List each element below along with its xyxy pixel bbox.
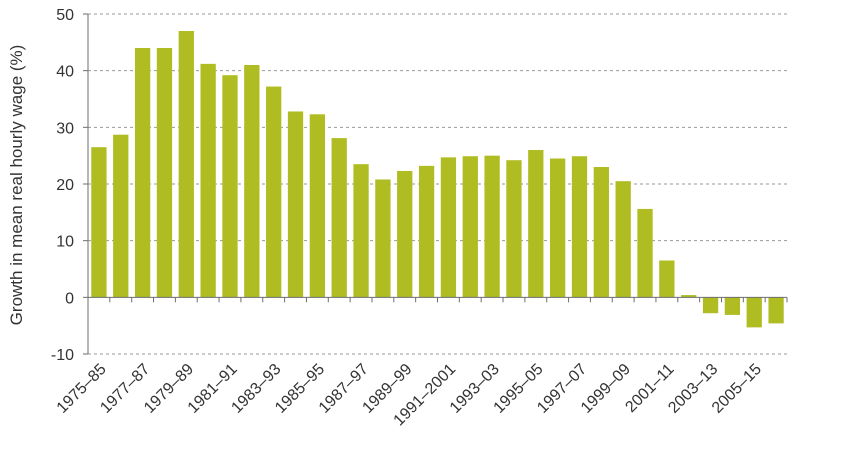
bar xyxy=(222,75,238,298)
bar xyxy=(549,158,566,298)
bar xyxy=(659,260,675,298)
bar xyxy=(266,86,282,298)
bars xyxy=(91,31,784,328)
y-tick-label: 50 xyxy=(56,7,74,24)
bar xyxy=(353,164,369,298)
bar xyxy=(440,157,457,298)
bar xyxy=(681,295,697,298)
y-tick-label: 10 xyxy=(56,234,74,251)
bar xyxy=(375,179,391,298)
y-axis-title: Growth in mean real hourly wage (%) xyxy=(7,45,26,326)
bar xyxy=(746,297,762,328)
bar xyxy=(506,160,522,298)
bar xyxy=(462,156,478,298)
y-tick-label: 0 xyxy=(65,290,74,307)
bar xyxy=(615,181,631,298)
y-tick-label: 40 xyxy=(56,64,74,81)
axes xyxy=(83,13,788,355)
bar xyxy=(768,297,784,324)
bar xyxy=(637,208,653,298)
bar xyxy=(702,297,719,314)
bar xyxy=(571,156,588,298)
bar xyxy=(724,297,741,315)
bar xyxy=(91,147,107,298)
bar xyxy=(287,111,304,298)
bar xyxy=(528,150,544,298)
bar xyxy=(156,48,173,298)
x-tick-labels: 1975–851977–871979–891981–911983–931985–… xyxy=(54,361,765,430)
bar xyxy=(418,165,435,298)
y-tick-label: 30 xyxy=(56,120,74,137)
bar xyxy=(397,170,413,298)
bar xyxy=(244,65,260,298)
y-tick-label: 20 xyxy=(56,177,74,194)
bar xyxy=(113,134,129,298)
bar xyxy=(134,48,151,298)
bar xyxy=(178,31,194,298)
bar xyxy=(593,167,609,298)
bar xyxy=(331,138,347,298)
bar xyxy=(309,114,326,298)
y-tick-label: -10 xyxy=(51,347,74,364)
bar xyxy=(200,63,216,298)
y-tick-labels: -10 0 10 20 30 40 50 xyxy=(51,7,74,364)
bar xyxy=(484,155,500,298)
